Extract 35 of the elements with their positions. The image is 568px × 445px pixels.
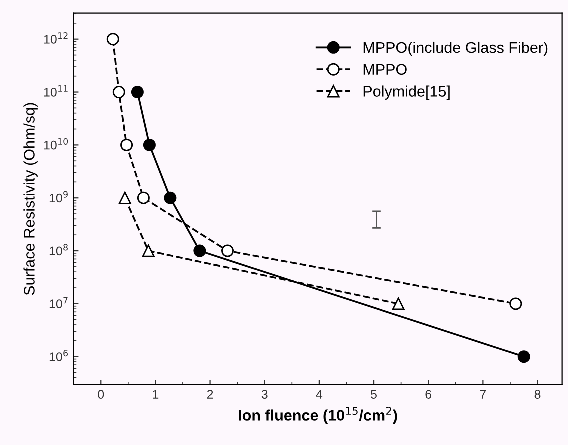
point <box>510 298 522 310</box>
point <box>518 350 530 364</box>
point <box>164 192 177 204</box>
y-tick-label: 10$^{9}$ <box>50 191 68 203</box>
point <box>392 298 405 310</box>
x-tick-label: 7 <box>480 390 486 399</box>
point <box>142 244 155 258</box>
x-tick-label: 6 <box>426 390 432 399</box>
y-tick-label: 10$^{12}$ <box>44 32 68 44</box>
x-tick-label: 1 <box>153 390 159 399</box>
point <box>106 33 120 46</box>
point <box>222 244 234 258</box>
point <box>120 138 134 152</box>
x-tick-label: 5 <box>371 390 377 399</box>
x-tick-label: 2 <box>207 390 214 399</box>
y-tick-label: 10$^{8}$ <box>50 244 68 256</box>
x-axis-title: Ion fluence (10$^{15}$/cm$^{2}$) <box>239 406 398 424</box>
x-tick-label: 4 <box>316 390 323 399</box>
x-tick-label: 8 <box>534 390 541 399</box>
y-tick-label: 10$^{6}$ <box>50 350 68 362</box>
point <box>143 138 156 152</box>
y-tick-label: 10$^{7}$ <box>50 297 68 309</box>
y-tick-label: 10$^{10}$ <box>44 138 68 150</box>
x-tick-label: 0 <box>98 390 104 399</box>
point <box>131 86 144 99</box>
y-axis-title: Surface Resistivity (Ohm/sq) <box>24 103 38 296</box>
point <box>118 192 132 204</box>
point <box>194 244 206 258</box>
point <box>137 192 150 204</box>
legend-label: MPPO(include Glass Fiber) <box>364 42 548 56</box>
x-tick-label: 3 <box>262 390 268 399</box>
y-tick-label: 10$^{11}$ <box>44 86 68 97</box>
point <box>112 86 126 99</box>
legend-label: Polymide[15] <box>364 86 450 100</box>
legend-label: MPPO <box>364 64 407 76</box>
